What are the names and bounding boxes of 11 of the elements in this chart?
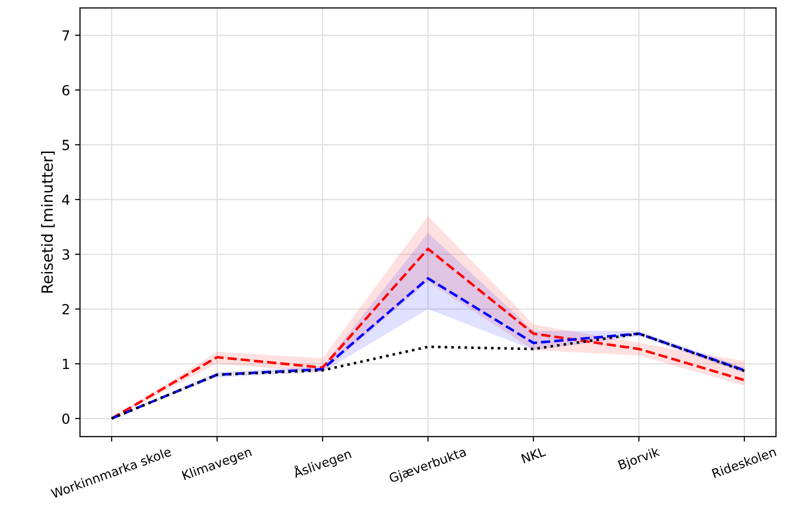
y-tick-label: 0 [62, 413, 70, 424]
line-series [110, 332, 746, 420]
y-tick-label: 1 [62, 358, 69, 370]
y-tick-label: 5 [62, 140, 70, 150]
x-tick-label: NKL [521, 446, 546, 464]
y-tick-label: 3 [62, 249, 70, 260]
y-axis-title: Reisetid [minutter] [41, 152, 55, 293]
y-tick-label: 6 [62, 84, 70, 96]
y-tick-label: 2 [62, 304, 69, 314]
y-tick-label: 7 [62, 30, 70, 41]
y-tick-label: 4 [62, 194, 70, 205]
